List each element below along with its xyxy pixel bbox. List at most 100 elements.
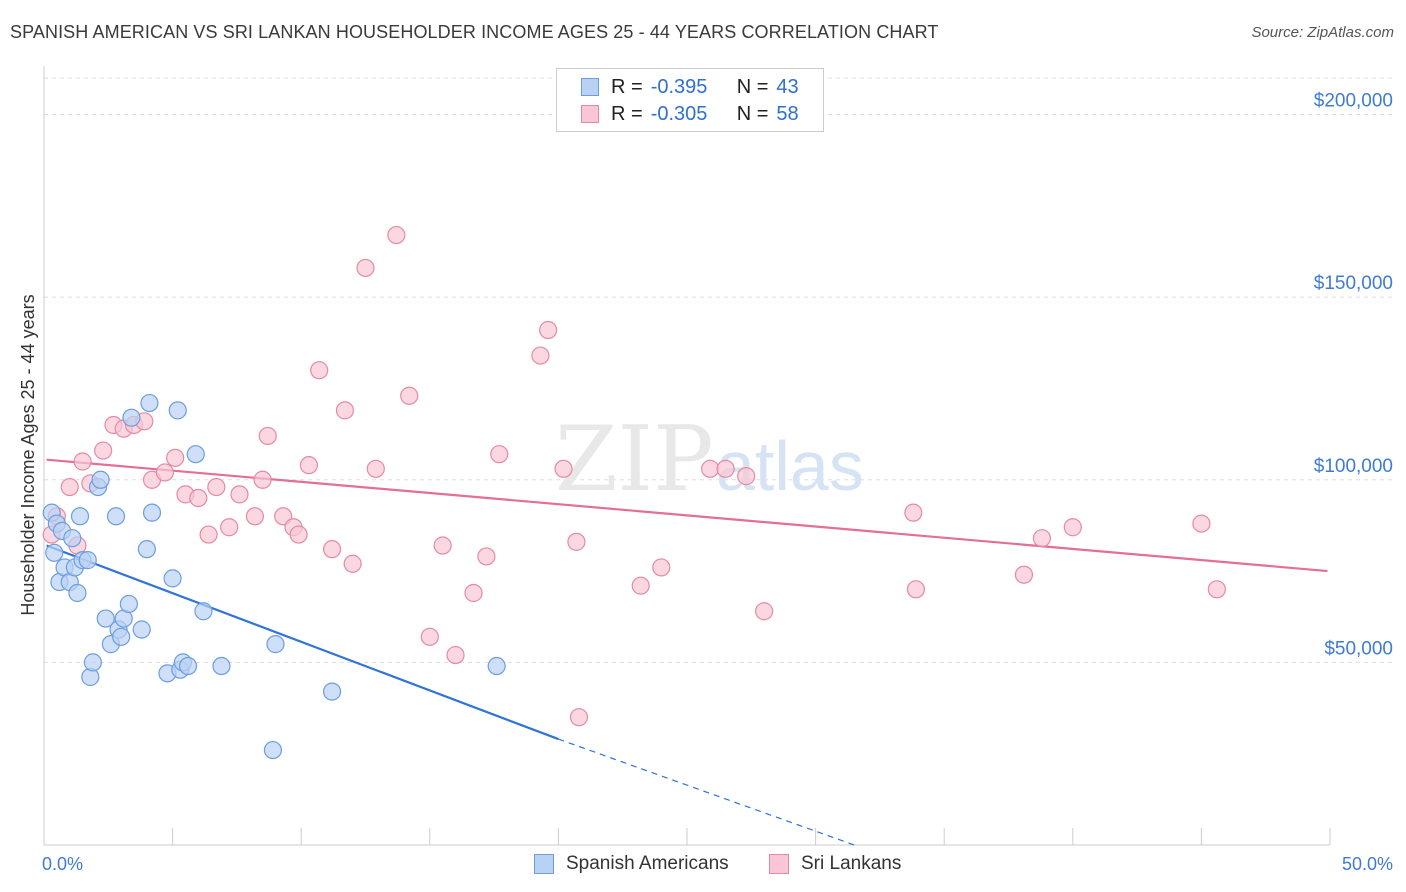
x-tick-label: 50.0% xyxy=(1342,854,1393,874)
data-point xyxy=(310,361,329,380)
data-point xyxy=(1207,580,1226,599)
data-point xyxy=(433,536,452,555)
tick-labels: $50,000 $100,000 $150,000 $200,000 0.0% 50.0% xyxy=(42,91,1393,874)
axes xyxy=(43,66,1331,846)
data-point xyxy=(420,627,439,646)
data-point xyxy=(322,540,342,559)
data-point xyxy=(322,682,342,701)
data-point xyxy=(539,320,558,340)
data-point xyxy=(299,456,319,475)
data-point xyxy=(387,225,406,245)
data-point xyxy=(1192,514,1211,533)
data-point xyxy=(140,393,159,413)
trend-lines xyxy=(46,458,1328,846)
data-point xyxy=(83,653,102,672)
data-point xyxy=(477,547,496,566)
legend-row-spanish-americans: R = -0.395 N = 43 xyxy=(581,75,799,99)
data-point xyxy=(631,576,650,595)
data-point xyxy=(253,470,272,489)
zipatlas-watermark: ZIP atlas xyxy=(555,407,864,512)
y-axis-label-group: Householder Income Ages 25 - 44 years xyxy=(18,294,38,615)
data-point xyxy=(68,583,87,603)
data-point xyxy=(91,470,110,489)
bottom-legend-swatch xyxy=(534,854,554,874)
chart-title: SPANISH AMERICAN VS SRI LANKAN HOUSEHOLD… xyxy=(10,22,939,42)
data-point xyxy=(78,551,97,570)
data-point xyxy=(335,401,355,420)
data-point xyxy=(258,426,277,446)
data-point xyxy=(70,507,90,526)
data-point xyxy=(73,452,92,471)
data-point xyxy=(63,529,82,548)
data-point xyxy=(1032,529,1052,548)
data-point xyxy=(168,401,187,420)
data-point xyxy=(166,448,185,467)
data-point xyxy=(266,635,285,654)
legend-r-value: -0.395 xyxy=(650,75,708,98)
data-point xyxy=(132,620,151,639)
legend-n-value: 43 xyxy=(776,75,799,98)
data-point xyxy=(1014,565,1034,584)
y-tick-label: $50,000 xyxy=(1324,638,1393,659)
data-point xyxy=(106,507,126,526)
legend-n-label: N = xyxy=(736,75,769,98)
data-point xyxy=(569,708,589,727)
legend-swatch-sri-lankans xyxy=(581,105,599,123)
trend-line-extension-0 xyxy=(558,738,855,846)
data-point xyxy=(45,543,64,562)
bottom-legend-swatch xyxy=(769,854,789,874)
source-credit: Source: ZipAtlas.com xyxy=(1251,24,1394,41)
data-point xyxy=(212,656,231,676)
data-point xyxy=(400,386,419,405)
data-point xyxy=(189,488,208,508)
legend-n-value: 58 xyxy=(776,102,799,125)
data-point xyxy=(737,467,756,486)
data-point xyxy=(94,441,113,460)
data-point xyxy=(652,558,671,577)
data-point xyxy=(366,459,385,478)
watermark-atlas: atlas xyxy=(716,427,864,505)
legend-r-label: R = xyxy=(611,102,643,125)
data-point xyxy=(207,477,226,497)
data-point xyxy=(289,525,308,544)
data-point xyxy=(263,740,283,760)
data-point xyxy=(60,477,79,497)
y-tick-label: $200,000 xyxy=(1314,91,1393,112)
data-point xyxy=(554,459,573,478)
data-point xyxy=(904,503,923,522)
data-point xyxy=(163,569,182,588)
data-point xyxy=(490,445,509,464)
data-point xyxy=(446,645,465,665)
data-point xyxy=(220,518,239,537)
data-point xyxy=(119,594,138,614)
x-tick-label: 0.0% xyxy=(42,854,83,874)
data-point xyxy=(531,346,550,365)
data-point xyxy=(701,459,720,478)
y-tick-label: $150,000 xyxy=(1314,273,1393,294)
data-point xyxy=(122,408,141,427)
bottom-legend-label: Sri Lankans xyxy=(801,853,902,874)
data-point xyxy=(194,602,213,621)
correlation-legend: R = -0.395 N = 43 R = -0.305 N = 58 xyxy=(556,68,824,132)
data-point xyxy=(96,609,115,628)
data-point xyxy=(716,459,735,478)
legend-r-label: R = xyxy=(611,75,643,98)
data-point xyxy=(230,485,249,504)
data-point xyxy=(178,656,198,676)
data-point xyxy=(1063,518,1082,537)
data-point xyxy=(567,532,586,551)
legend-row-sri-lankans: R = -0.305 N = 58 xyxy=(581,102,799,126)
data-point xyxy=(186,445,205,464)
y-tick-label: $100,000 xyxy=(1314,456,1393,477)
data-point xyxy=(343,554,362,573)
data-point xyxy=(142,503,162,522)
data-point xyxy=(906,580,926,599)
bottom-legend-spanish-americans: Spanish Americans xyxy=(534,852,729,876)
legend-n-label: N = xyxy=(736,102,769,125)
data-point xyxy=(487,656,506,676)
data-point xyxy=(356,258,375,278)
data-point xyxy=(755,602,774,621)
bottom-legend-sri-lankans: Sri Lankans xyxy=(769,852,901,876)
legend-swatch-spanish-americans xyxy=(581,78,599,96)
